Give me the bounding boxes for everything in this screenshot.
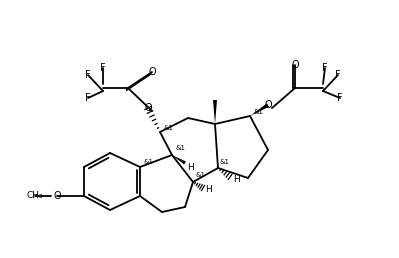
- Text: &1: &1: [220, 159, 230, 165]
- Text: F: F: [85, 93, 91, 103]
- Text: H: H: [187, 163, 194, 172]
- Text: F: F: [100, 63, 106, 73]
- Text: F: F: [337, 93, 343, 103]
- Text: H: H: [233, 174, 239, 183]
- Text: H: H: [205, 186, 211, 195]
- Text: O: O: [144, 103, 152, 113]
- Text: &1: &1: [195, 172, 205, 178]
- Polygon shape: [250, 103, 269, 116]
- Text: F: F: [85, 70, 91, 80]
- Text: O: O: [53, 191, 61, 201]
- Text: &1: &1: [143, 159, 153, 165]
- Polygon shape: [213, 100, 217, 124]
- Text: F: F: [335, 70, 341, 80]
- Text: O: O: [264, 100, 272, 110]
- Text: O: O: [148, 67, 156, 77]
- Text: F: F: [322, 63, 328, 73]
- Text: &1: &1: [175, 145, 185, 151]
- Text: &1: &1: [163, 125, 173, 131]
- Text: CH₃: CH₃: [27, 191, 43, 200]
- Polygon shape: [172, 155, 186, 165]
- Text: O: O: [291, 60, 299, 70]
- Text: &1: &1: [253, 109, 263, 115]
